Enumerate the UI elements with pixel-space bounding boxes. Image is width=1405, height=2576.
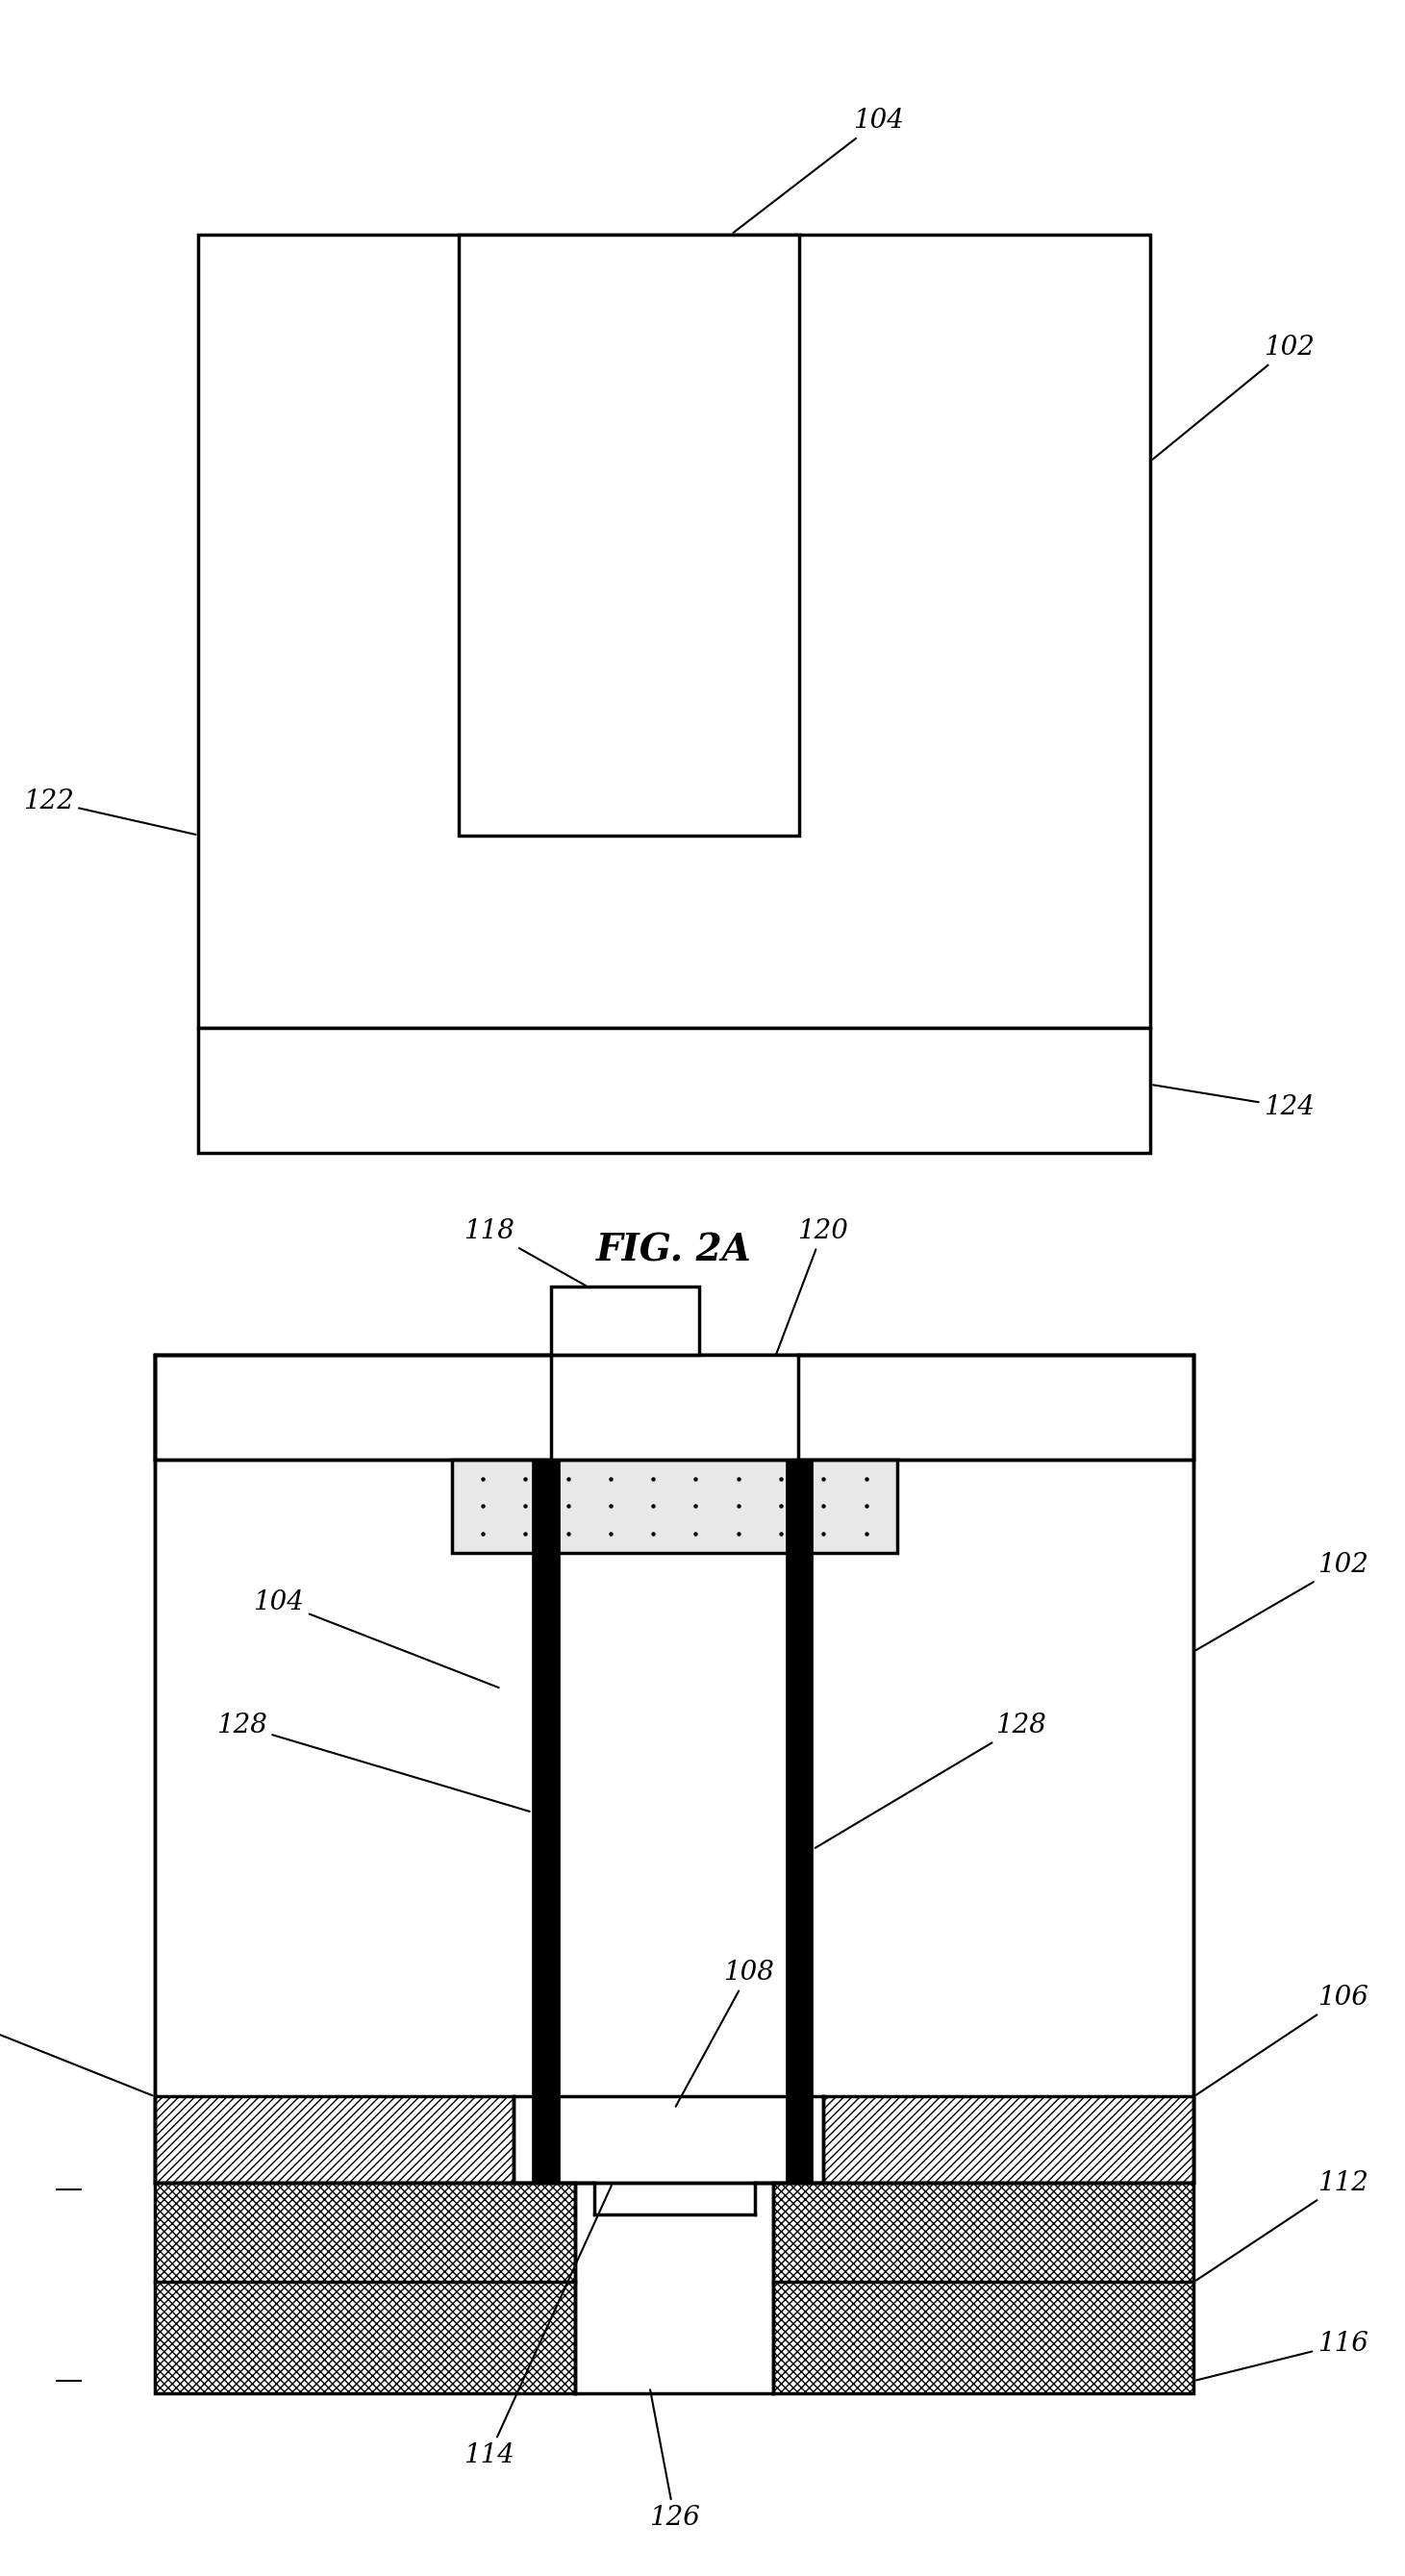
Text: 106: 106: [1196, 1984, 1368, 2094]
Text: 124: 124: [1154, 1084, 1315, 1121]
Bar: [773, 2182, 1194, 2393]
Text: 122: 122: [22, 788, 195, 835]
Text: 112: 112: [1196, 2169, 1368, 2280]
Text: 110: 110: [0, 2009, 153, 2097]
Bar: [551, 1355, 798, 1461]
Bar: [198, 1028, 1151, 1151]
Text: 108: 108: [676, 1960, 774, 2107]
Text: 128: 128: [815, 1713, 1045, 1847]
Bar: [459, 234, 799, 835]
Bar: [155, 1355, 1194, 2182]
Bar: [823, 2097, 1194, 2182]
Bar: [155, 2182, 576, 2393]
Bar: [532, 1461, 559, 2182]
Text: 102: 102: [1152, 335, 1315, 459]
Bar: [155, 2097, 514, 2182]
Text: 104: 104: [253, 1589, 499, 1687]
Bar: [452, 1461, 896, 1553]
Bar: [785, 1461, 813, 2182]
Text: 114: 114: [464, 2184, 611, 2468]
Text: 104: 104: [733, 108, 903, 232]
Text: 118: 118: [464, 1218, 586, 1285]
Text: 128: 128: [216, 1713, 530, 1811]
Bar: [155, 1355, 1194, 1461]
Bar: [198, 234, 1151, 1028]
Text: 116: 116: [1196, 2331, 1368, 2380]
Bar: [155, 1355, 1194, 2182]
Text: 126: 126: [649, 2391, 700, 2530]
Bar: [551, 1288, 700, 1355]
Text: 102: 102: [1196, 1551, 1368, 1651]
Text: FIG. 2A: FIG. 2A: [597, 1231, 752, 1267]
Text: 120: 120: [738, 1218, 849, 1458]
